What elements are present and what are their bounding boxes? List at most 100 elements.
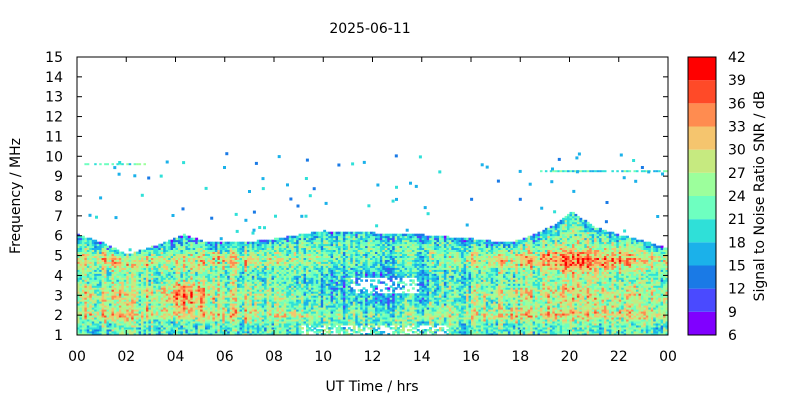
heatmap-cell	[106, 311, 110, 314]
heatmap-cell	[160, 273, 164, 276]
heatmap-cell	[163, 263, 167, 266]
heatmap-cell	[180, 323, 184, 326]
heatmap-cell	[217, 267, 221, 270]
heatmap-cell	[106, 269, 110, 272]
heatmap-cell	[160, 249, 164, 252]
heatmap-cell	[278, 287, 282, 290]
heatmap-cell	[131, 253, 135, 256]
heatmap-cell	[214, 247, 218, 250]
heatmap-cell	[91, 245, 95, 248]
heatmap-cell	[210, 309, 213, 312]
heatmap-cell	[234, 253, 238, 256]
heatmap-cell	[126, 259, 130, 262]
heatmap-cell	[200, 257, 203, 260]
heatmap-cell	[224, 281, 228, 284]
heatmap-cell	[182, 333, 186, 336]
heatmap-cell	[128, 269, 132, 272]
heatmap-cell	[227, 289, 231, 292]
heatmap-cell	[195, 311, 199, 314]
heatmap-cell	[207, 271, 211, 274]
heatmap-cell	[227, 321, 231, 324]
heatmap-cell	[187, 243, 191, 247]
heatmap-cell	[91, 299, 95, 302]
heatmap-cell	[244, 323, 248, 326]
heatmap-cell	[244, 301, 248, 304]
heatmap-cell	[256, 243, 260, 247]
heatmap-cell	[217, 257, 221, 260]
heatmap-cell	[99, 327, 103, 330]
heatmap-cell	[111, 317, 115, 320]
heatmap-cell	[128, 281, 132, 284]
heatmap-cell	[212, 271, 216, 274]
heatmap-cell	[150, 247, 154, 250]
heatmap-cell	[219, 293, 223, 296]
heatmap-cell	[111, 319, 115, 322]
heatmap-cell	[197, 273, 201, 276]
heatmap-cell	[187, 291, 191, 294]
heatmap-cell	[219, 271, 223, 274]
heatmap-cell	[237, 327, 240, 330]
heatmap-cell	[118, 321, 122, 324]
heatmap-cell	[242, 281, 245, 284]
heatmap-cell	[254, 327, 258, 330]
heatmap-cell	[175, 287, 179, 290]
heatmap-cell	[94, 243, 98, 247]
heatmap-cell	[143, 309, 147, 312]
heatmap-cell	[153, 317, 157, 320]
heatmap-cell	[283, 249, 287, 252]
heatmap-cell	[168, 317, 171, 320]
heatmap-cell	[101, 313, 105, 316]
heatmap-cell	[79, 321, 83, 324]
heatmap-cell	[165, 297, 169, 300]
heatmap-cell	[148, 319, 152, 322]
heatmap-cell	[195, 279, 199, 282]
heatmap-cell	[77, 301, 80, 304]
heatmap-cell	[168, 277, 171, 280]
heatmap-cell	[168, 269, 171, 272]
heatmap-cell	[227, 329, 231, 332]
heatmap-cell	[212, 279, 216, 282]
heatmap-cell	[281, 237, 285, 241]
heatmap-cell	[99, 311, 103, 314]
heatmap-cell	[246, 325, 250, 328]
heatmap-cell	[148, 269, 152, 272]
heatmap-cell	[113, 333, 117, 336]
heatmap-cell	[239, 291, 243, 294]
heatmap-cell	[200, 275, 203, 278]
heatmap-cell	[219, 329, 223, 332]
heatmap-cell	[200, 249, 203, 252]
heatmap-cell	[96, 273, 100, 276]
heatmap-cell	[232, 255, 235, 258]
heatmap-cell	[224, 251, 228, 254]
heatmap-cell	[333, 231, 336, 235]
heatmap-cell	[133, 323, 137, 326]
heatmap-cell	[111, 305, 115, 308]
heatmap-cell	[212, 295, 216, 298]
heatmap-cell	[271, 295, 275, 298]
heatmap-cell	[286, 313, 290, 316]
heatmap-cell	[123, 313, 127, 316]
heatmap-cell	[192, 247, 196, 250]
heatmap-cell	[214, 241, 218, 245]
heatmap-cell	[77, 317, 80, 320]
heatmap-cell	[195, 263, 199, 266]
heatmap-cell	[261, 333, 265, 336]
heatmap-cell	[89, 313, 93, 316]
heatmap-cell	[84, 327, 88, 330]
heatmap-cell	[197, 295, 201, 298]
heatmap-cell	[101, 329, 105, 332]
heatmap-cell	[239, 293, 243, 296]
heatmap-cell	[182, 251, 186, 254]
heatmap-cell	[128, 275, 132, 278]
heatmap-cell	[170, 243, 174, 247]
heatmap-cell	[158, 313, 162, 316]
heatmap-cell	[165, 267, 169, 270]
heatmap-cell	[281, 333, 285, 336]
heatmap-cell	[79, 257, 83, 260]
heatmap-cell	[219, 251, 223, 254]
heatmap-cell	[146, 283, 149, 286]
heatmap-cell	[113, 303, 117, 306]
heatmap-cell	[310, 231, 314, 235]
heatmap-cell	[242, 261, 245, 264]
heatmap-cell	[224, 289, 228, 292]
